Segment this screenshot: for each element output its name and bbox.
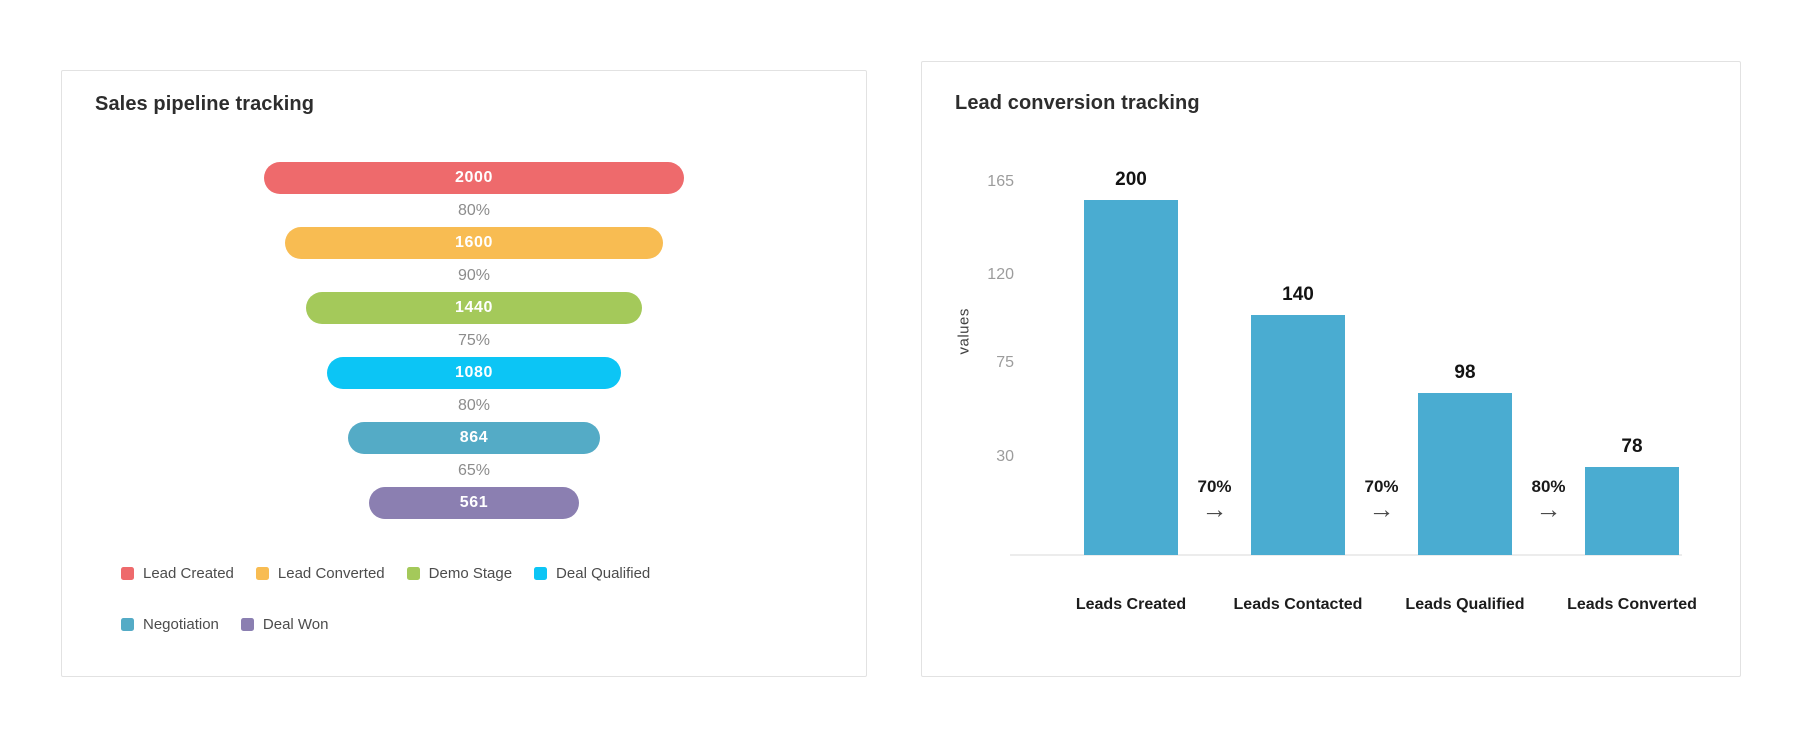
x-category-label: Leads Contacted — [1233, 596, 1363, 613]
bar-chart: values 165 120 75 30 200 Leads Created 70% → 140… — [922, 62, 1740, 676]
legend-swatch — [534, 567, 548, 580]
legend-label: Demo Stage — [428, 565, 513, 582]
funnel-conversion-rate: 75% — [457, 332, 491, 349]
sales-pipeline-card: Sales pipeline tracking 2000 80% 1600 90% 14… — [61, 70, 867, 677]
y-tick-120: 120 — [987, 266, 1014, 283]
legend-item-negotiation[interactable]: Negotiation — [121, 616, 219, 633]
funnel-conversion-rate: 80% — [457, 202, 491, 219]
bar-leads-qualified[interactable] — [1418, 393, 1512, 555]
funnel-stage-deal-qualified[interactable]: 1080 — [327, 357, 621, 389]
conversion-pct: 80% — [1531, 477, 1566, 496]
bar-leads-created[interactable] — [1084, 200, 1178, 555]
lead-conversion-title: Lead conversion tracking — [955, 92, 1200, 114]
legend-swatch — [255, 567, 269, 580]
funnel-stage-demo-stage[interactable]: 1440 — [306, 292, 642, 324]
bar-value-label: 78 — [1621, 436, 1643, 457]
funnel-stage-lead-created[interactable]: 2000 — [264, 162, 684, 194]
bar-leads-contacted[interactable] — [1251, 315, 1345, 555]
bar-value-label: 98 — [1454, 362, 1476, 383]
legend-label: Lead Created — [143, 565, 234, 582]
legend-swatch — [240, 618, 254, 631]
conversion-annotation: 80% → — [1514, 476, 1584, 524]
bar-value-label: 140 — [1282, 284, 1314, 305]
right-arrow-icon: → — [1368, 494, 1395, 524]
x-axis-line — [1010, 554, 1682, 556]
legend-item-lead-created[interactable]: Lead Created — [121, 565, 234, 582]
y-axis-label: values — [955, 308, 973, 355]
legend-label: Deal Qualified — [556, 565, 651, 582]
legend-label: Lead Converted — [277, 565, 385, 582]
legend-swatch — [121, 567, 134, 580]
legend-label: Negotiation — [143, 616, 219, 633]
legend-item-deal-qualified[interactable]: Deal Qualified — [534, 565, 650, 582]
legend-item-demo-stage[interactable]: Demo Stage — [406, 565, 513, 582]
y-tick-75: 75 — [996, 354, 1014, 371]
funnel-conversion-rate: 90% — [457, 267, 491, 284]
funnel-stage-negotiation[interactable]: 864 — [348, 422, 600, 454]
bar-leads-converted[interactable] — [1585, 467, 1679, 555]
conversion-pct: 70% — [1197, 477, 1232, 496]
funnel-legend: Lead Created Lead Converted Demo Stage Deal… — [121, 565, 781, 633]
right-arrow-icon: → — [1535, 494, 1562, 524]
funnel-stage-lead-converted[interactable]: 1600 — [285, 227, 663, 259]
funnel-conversion-rate: 80% — [457, 397, 491, 414]
sales-pipeline-title: Sales pipeline tracking — [95, 93, 315, 115]
lead-conversion-card: Lead conversion tracking values 165 120 75… — [921, 61, 1741, 677]
legend-swatch — [406, 567, 420, 580]
x-category-label: Leads Created — [1075, 596, 1187, 613]
y-tick-165: 165 — [987, 173, 1014, 190]
funnel-conversion-rate: 65% — [457, 462, 491, 479]
right-arrow-icon: → — [1201, 494, 1228, 524]
legend-item-deal-won[interactable]: Deal Won — [240, 616, 329, 633]
bar-value-label: 200 — [1115, 169, 1147, 190]
x-category-label: Leads Converted — [1567, 596, 1697, 613]
y-tick-30: 30 — [996, 448, 1014, 465]
legend-swatch — [121, 618, 134, 631]
x-category-label: Leads Qualified — [1405, 596, 1525, 613]
legend-label: Deal Won — [262, 616, 329, 633]
funnel-stage-deal-won[interactable]: 561 — [369, 487, 579, 519]
conversion-annotation: 70% → — [1180, 476, 1250, 524]
legend-item-lead-converted[interactable]: Lead Converted — [255, 565, 385, 582]
conversion-annotation: 70% → — [1347, 476, 1417, 524]
funnel-chart: 2000 80% 1600 90% 1440 75% 1080 80% 864 65% 561 — [264, 162, 684, 519]
conversion-pct: 70% — [1364, 477, 1399, 496]
